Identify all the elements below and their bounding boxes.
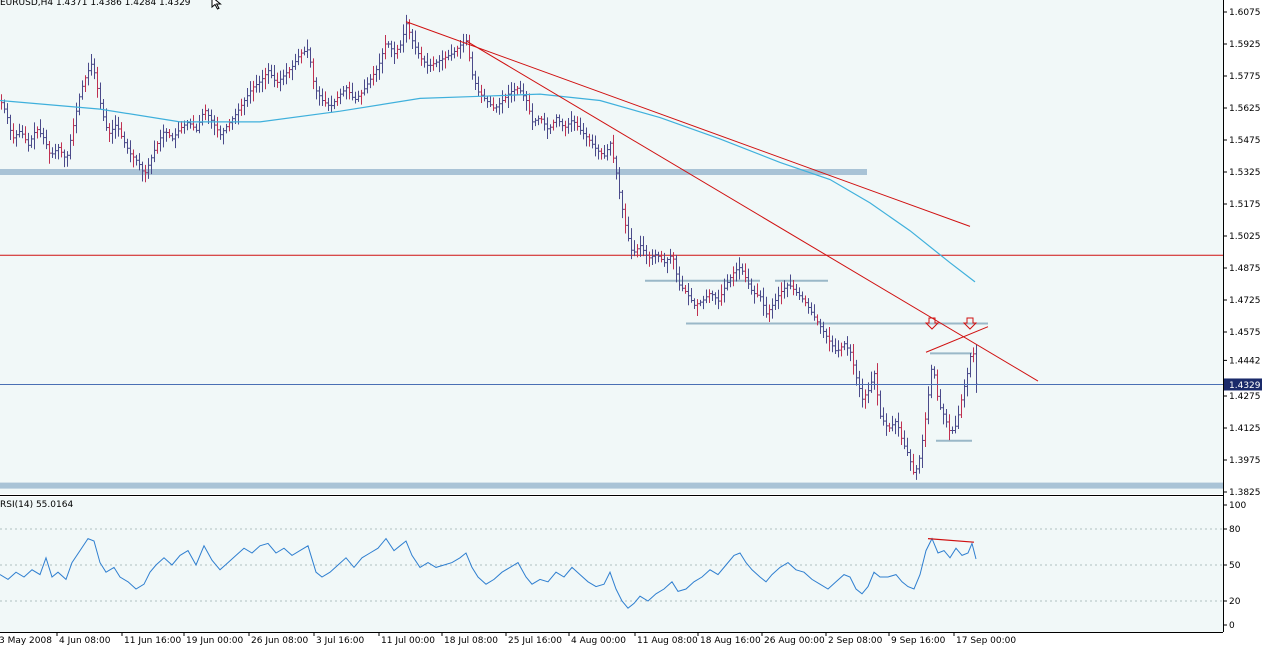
time-tick-label: 11 Aug 08:00 (637, 636, 698, 646)
marker-arrows (924, 317, 978, 330)
price-tick-label: 1.4275 (1229, 392, 1261, 402)
support-bands (0, 169, 1223, 489)
time-tick-label: 26 Jun 08:00 (251, 636, 308, 646)
trendline (465, 40, 1039, 382)
time-tick-label: 11 Jul 00:00 (381, 636, 435, 646)
time-tick-label: 11 Jun 16:00 (124, 636, 181, 646)
rsi-divergence-line (927, 538, 975, 543)
price-tick-label: 1.5025 (1229, 232, 1261, 242)
time-tick-label: 2 Sep 08:00 (828, 636, 883, 646)
price-tick-label: 1.6075 (1229, 8, 1261, 18)
moving-average (0, 93, 976, 283)
trendlines[interactable] (405, 21, 1039, 382)
price-tick-label: 1.4875 (1229, 264, 1261, 274)
time-tick-label: 3 Jul 16:00 (316, 636, 365, 646)
price-tick-label: 1.4725 (1229, 296, 1261, 306)
rsi-tick-label: 0 (1229, 621, 1235, 631)
rsi-indicator (0, 528, 1223, 609)
moving-average-line (0, 93, 976, 283)
price-candles (0, 14, 978, 480)
time-tick-label: 18 Jul 08:00 (444, 636, 498, 646)
trendline (405, 21, 971, 227)
current-price-line: 1.4329 (0, 378, 1262, 391)
time-tick-label: 18 Aug 16:00 (700, 636, 761, 646)
price-tick-label: 1.4442 (1229, 356, 1261, 366)
current-price-badge (1224, 378, 1262, 391)
down-arrow-marker-icon (924, 317, 940, 330)
support-band (0, 482, 1223, 489)
rsi-line (0, 537, 977, 609)
price-tick-label: 1.5175 (1229, 200, 1261, 210)
rsi-tick-label: 100 (1229, 501, 1246, 511)
rsi-indicator-label: RSI(14) 55.0164 (0, 500, 74, 510)
time-tick-label: 25 Jul 16:00 (508, 636, 562, 646)
price-axis: 1.6075 1.5925 1.5775 1.5625 1.5475 1.5325 1.51… (1223, 8, 1261, 498)
time-tick-label: 4 Aug 00:00 (571, 636, 626, 646)
price-tick-label: 1.5775 (1229, 72, 1261, 82)
price-tick-label: 1.5925 (1229, 40, 1261, 50)
price-tick-label: 1.4125 (1229, 424, 1261, 434)
time-tick-label: 3 May 2008 (0, 636, 52, 646)
price-panel-background (0, 0, 1223, 494)
rsi-tick-label: 80 (1229, 525, 1241, 535)
price-tick-label: 1.4575 (1229, 328, 1261, 338)
price-tick-label: 1.3825 (1229, 488, 1261, 498)
cursor-arrow-icon (211, 0, 222, 10)
trendline (925, 326, 989, 353)
down-arrow-marker-icon (962, 317, 978, 330)
rsi-tick-label: 20 (1229, 597, 1241, 607)
time-tick-label: 17 Sep 00:00 (956, 636, 1016, 646)
time-tick-label: 26 Aug 00:00 (764, 636, 825, 646)
rsi-axis: 100 80 50 20 0 (1223, 501, 1246, 631)
time-tick-label: 4 Jun 08:00 (59, 636, 111, 646)
current-price-value: 1.4329 (1229, 381, 1261, 391)
symbol-info-label: EURUSD,H4 1.4371 1.4386 1.4284 1.4329 (0, 0, 191, 8)
time-axis: 3 May 2008 4 Jun 08:00 11 Jun 16:00 19 Jun … (0, 632, 1016, 646)
rsi-tick-label: 50 (1229, 561, 1241, 571)
price-tick-label: 1.3975 (1229, 456, 1261, 466)
time-tick-label: 19 Jun 00:00 (186, 636, 243, 646)
support-band (0, 169, 867, 175)
time-tick-label: 9 Sep 16:00 (891, 636, 946, 646)
price-tick-label: 1.5625 (1229, 104, 1261, 114)
price-tick-label: 1.5475 (1229, 136, 1261, 146)
price-tick-label: 1.5325 (1229, 168, 1261, 178)
